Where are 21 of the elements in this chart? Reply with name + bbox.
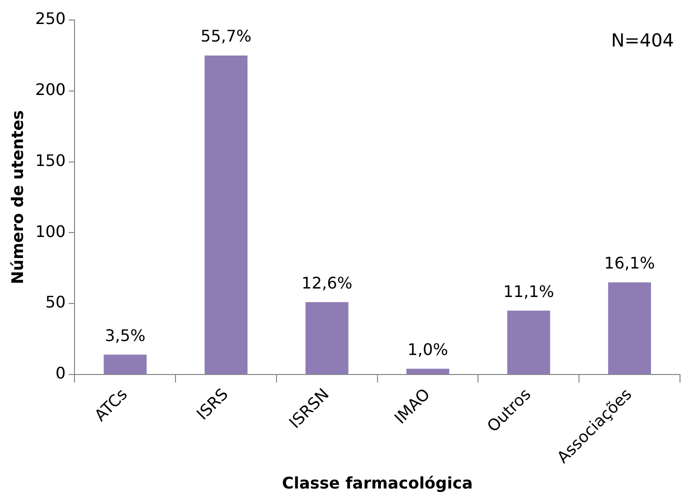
annotation: 16,1%	[604, 253, 655, 272]
bar	[104, 354, 147, 374]
bar	[507, 310, 550, 374]
bar	[204, 55, 248, 374]
bar	[305, 302, 348, 374]
bar	[406, 368, 450, 374]
annotation: 3,5%	[104, 326, 146, 345]
y-tick-label: 100	[35, 222, 66, 241]
y-tick-label: 250	[35, 9, 66, 28]
annotation: 55,7%	[200, 26, 252, 46]
y-tick-label: 150	[35, 150, 66, 170]
annotation: 11,1%	[503, 282, 554, 301]
x-axis-title: Classe farmacológica	[282, 474, 473, 493]
annotation: N=404	[611, 30, 674, 52]
y-tick-label: 0	[56, 364, 66, 383]
y-tick-label: 200	[35, 80, 66, 100]
y-tick-label: 50	[45, 292, 66, 312]
annotation: 1,0%	[407, 340, 448, 359]
annotation: 12,6%	[302, 273, 352, 292]
y-axis-title: Número de utentes	[8, 110, 27, 284]
bar	[608, 282, 651, 374]
